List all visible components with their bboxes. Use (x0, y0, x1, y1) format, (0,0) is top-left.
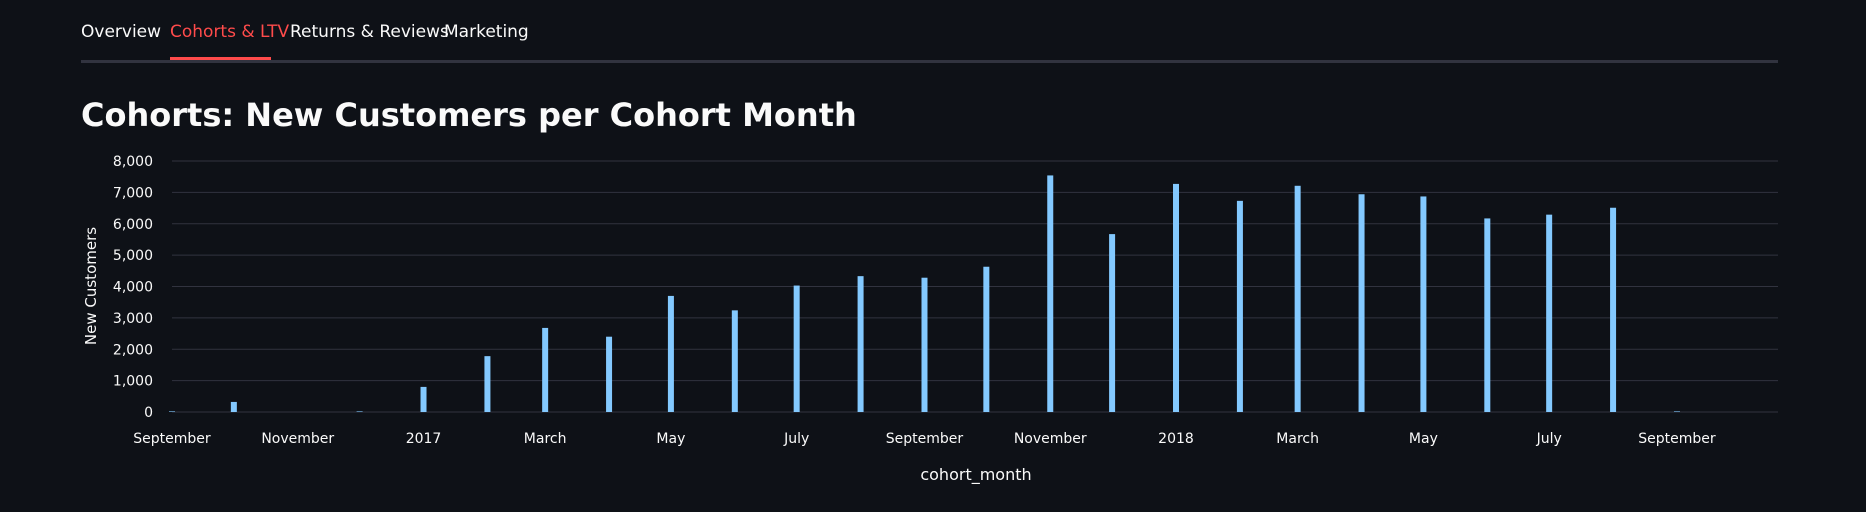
active-tab-indicator (170, 57, 271, 60)
x-tick-label: September (886, 431, 964, 447)
bar[interactable] (356, 411, 363, 412)
y-tick-label: 2,000 (113, 342, 153, 358)
tab-cohorts-ltv[interactable]: Cohorts & LTV (170, 22, 290, 42)
bar[interactable] (230, 401, 237, 412)
tab-returns-reviews[interactable]: Returns & Reviews (290, 22, 449, 42)
bar[interactable] (1673, 411, 1680, 412)
bar[interactable] (731, 310, 738, 412)
x-axis-ticks: September November 2017 March May July Septemb… (133, 431, 1716, 447)
y-tick-label: 4,000 (113, 280, 153, 296)
x-tick-label: 2018 (1158, 431, 1194, 447)
bar[interactable] (667, 295, 674, 412)
bar[interactable] (420, 386, 427, 412)
bar[interactable] (1047, 175, 1054, 412)
bar[interactable] (983, 266, 990, 412)
x-tick-label: November (1014, 431, 1087, 447)
x-axis-title: cohort_month (920, 465, 1031, 485)
bar[interactable] (484, 356, 491, 412)
x-tick-label: March (1276, 431, 1319, 447)
bar[interactable] (1484, 218, 1491, 412)
section-title: Cohorts: New Customers per Cohort Month (81, 96, 857, 134)
x-tick-label: September (133, 431, 211, 447)
bars (169, 175, 1680, 412)
y-tick-label: 7,000 (113, 185, 153, 201)
bar[interactable] (1294, 185, 1301, 412)
bar[interactable] (921, 277, 928, 412)
y-tick-label: 5,000 (113, 248, 153, 264)
bar[interactable] (542, 327, 549, 412)
bar[interactable] (606, 336, 613, 412)
x-tick-label: July (1536, 431, 1562, 447)
bar[interactable] (1420, 196, 1427, 412)
x-tick-label: 2017 (406, 431, 442, 447)
bar[interactable] (1358, 194, 1365, 412)
x-tick-label: May (656, 431, 685, 447)
y-tick-label: 1,000 (113, 374, 153, 390)
y-tick-label: 3,000 (113, 311, 153, 327)
bar[interactable] (1173, 183, 1180, 412)
tab-bar: Overview Cohorts & LTV Returns & Reviews… (81, 0, 1778, 63)
bar[interactable] (1109, 234, 1116, 412)
bar[interactable] (1546, 214, 1553, 412)
y-axis-ticks: 0 1,000 2,000 3,000 4,000 5,000 6,000 7,000 8,00… (113, 154, 153, 421)
y-tick-label: 0 (144, 405, 153, 421)
new-customers-bar-chart: 0 1,000 2,000 3,000 4,000 5,000 6,000 7,000 8,00… (82, 154, 1778, 485)
y-tick-label: 6,000 (113, 217, 153, 233)
x-tick-label: July (783, 431, 809, 447)
tab-overview[interactable]: Overview (81, 22, 162, 42)
bar[interactable] (169, 411, 175, 412)
bar[interactable] (857, 276, 864, 412)
gridlines (172, 160, 1778, 413)
x-tick-label: November (261, 431, 334, 447)
bar[interactable] (1610, 207, 1617, 412)
tab-marketing[interactable]: Marketing (444, 22, 529, 42)
x-tick-label: September (1638, 431, 1716, 447)
x-tick-label: March (524, 431, 567, 447)
bar[interactable] (1236, 200, 1243, 412)
y-axis-title: New Customers (82, 227, 100, 345)
y-tick-label: 8,000 (113, 154, 153, 170)
x-tick-label: May (1409, 431, 1438, 447)
bar[interactable] (793, 285, 800, 412)
